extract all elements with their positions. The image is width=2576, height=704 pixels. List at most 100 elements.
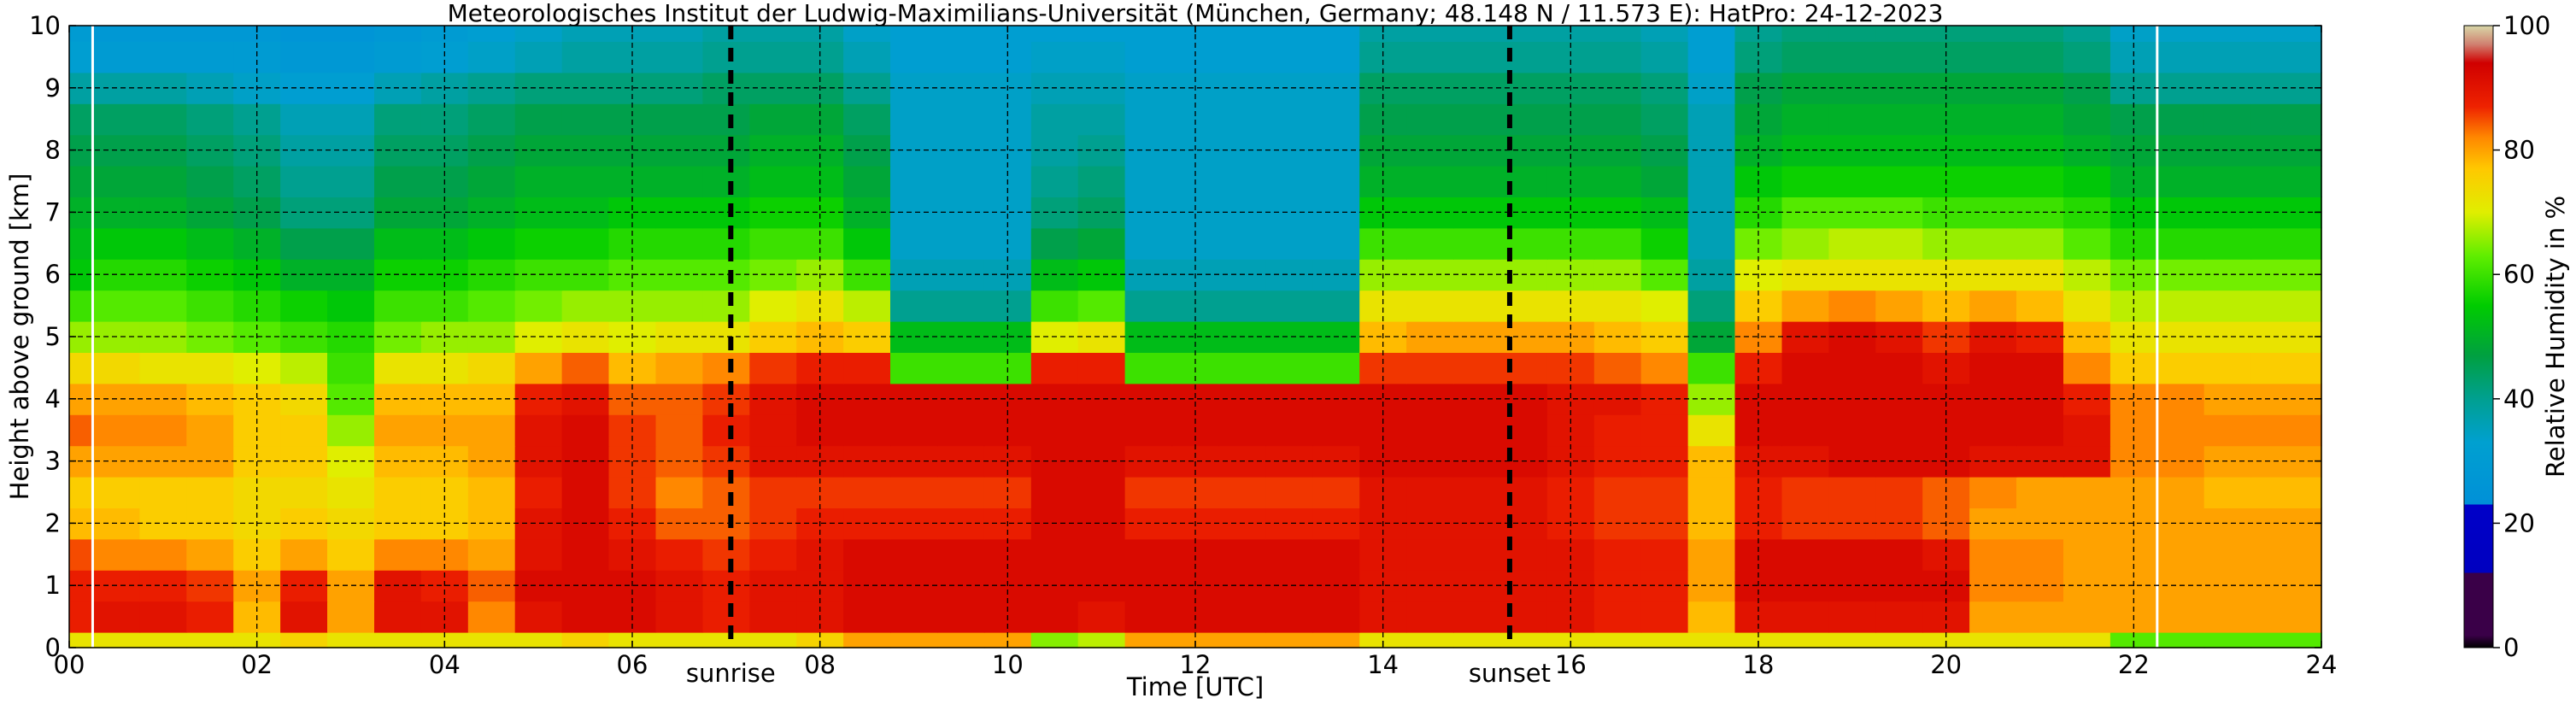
heatmap-cell xyxy=(1312,41,1360,73)
y-tick-label: 0 xyxy=(45,633,61,662)
heatmap-cell xyxy=(937,601,985,633)
heatmap-cell xyxy=(1828,601,1877,633)
heatmap-cell xyxy=(890,445,938,478)
heatmap-cell xyxy=(702,72,751,104)
heatmap-cell xyxy=(327,165,375,197)
event-markers: sunrise sunset xyxy=(686,26,1551,688)
heatmap-cell xyxy=(655,103,704,136)
heatmap-cell xyxy=(514,352,563,384)
heatmap-cell xyxy=(139,227,188,260)
heatmap-cell xyxy=(2063,165,2111,197)
heatmap-cell xyxy=(2016,134,2064,167)
heatmap-cell xyxy=(2156,165,2205,197)
heatmap-cell xyxy=(1265,103,1314,136)
heatmap-cell xyxy=(1453,103,1501,136)
heatmap-cell xyxy=(2297,165,2322,197)
colorbar-ticks: 0 20 40 60 80 100 xyxy=(2493,11,2550,662)
heatmap-cell xyxy=(890,26,938,42)
heatmap-cell xyxy=(1312,103,1360,136)
heatmap-cell xyxy=(1453,227,1501,260)
heatmap-cell xyxy=(2063,41,2111,73)
heatmap-cell xyxy=(1077,631,1126,648)
heatmap-cell xyxy=(2063,227,2111,260)
heatmap-cell xyxy=(1875,414,1923,447)
heatmap-cell xyxy=(2250,103,2299,136)
heatmap-cell xyxy=(1265,259,1314,291)
heatmap-cell xyxy=(1453,197,1501,229)
heatmap-cell xyxy=(1265,476,1314,508)
heatmap-cell xyxy=(1030,631,1079,648)
heatmap-cell xyxy=(749,103,797,136)
x-axis: 00 02 04 06 08 10 12 14 16 18 20 22 24 xyxy=(54,26,2337,679)
heatmap-cell xyxy=(2203,320,2252,353)
heatmap-cell xyxy=(1406,476,1454,508)
heatmap-cell xyxy=(561,290,610,322)
y-tick-label: 8 xyxy=(45,136,61,165)
heatmap-cell xyxy=(139,352,188,384)
heatmap-cell xyxy=(655,41,704,73)
heatmap-cell xyxy=(186,290,234,322)
heatmap-cell xyxy=(749,414,797,447)
heatmap-cell xyxy=(2250,290,2299,322)
heatmap-cell xyxy=(1218,476,1267,508)
y-axis-label: Height above ground [km] xyxy=(5,173,34,501)
heatmap-cell xyxy=(1640,227,1689,260)
heatmap-cell xyxy=(843,631,891,648)
heatmap-cell xyxy=(1406,290,1454,322)
heatmap-cell xyxy=(69,26,94,42)
heatmap-cell xyxy=(1124,227,1173,260)
heatmap-cell xyxy=(420,26,469,42)
heatmap-cell xyxy=(1969,352,2017,384)
heatmap-cell xyxy=(655,26,704,42)
colorbar-tick-label: 0 xyxy=(2503,633,2519,662)
heatmap-cell xyxy=(69,601,94,633)
heatmap-cell xyxy=(1265,383,1314,415)
x-tick-label: 00 xyxy=(54,650,85,679)
heatmap-cell xyxy=(69,290,94,322)
heatmap-cell xyxy=(467,538,516,571)
heatmap-cell xyxy=(1312,414,1360,447)
heatmap-cell xyxy=(1077,414,1126,447)
heatmap-cell xyxy=(280,227,328,260)
heatmap-cell xyxy=(655,352,704,384)
heatmap-cell xyxy=(796,631,844,648)
heatmap-cell xyxy=(1969,631,2017,648)
colorbar-tick-label: 60 xyxy=(2503,260,2535,289)
heatmap-cell xyxy=(1124,631,1173,648)
heatmap-cell xyxy=(1312,631,1360,648)
heatmap-cell xyxy=(139,538,188,571)
heatmap-cell xyxy=(1453,570,1501,602)
heatmap-cell xyxy=(1687,476,1736,508)
x-tick-label: 06 xyxy=(617,650,648,679)
heatmap-cell xyxy=(514,290,563,322)
heatmap-cell xyxy=(1734,26,1783,42)
heatmap-cell xyxy=(2156,601,2205,633)
heatmap-cell xyxy=(1077,26,1126,42)
heatmap-cell xyxy=(1969,227,2017,260)
heatmap-cell xyxy=(1218,631,1267,648)
heatmap-cell xyxy=(796,26,844,42)
heatmap-cell xyxy=(843,352,891,384)
heatmap-cell xyxy=(2297,227,2322,260)
heatmap-cell xyxy=(1687,290,1736,322)
heatmap-cell xyxy=(1453,26,1501,42)
heatmap-cell xyxy=(514,601,563,633)
heatmap-cell xyxy=(467,26,516,42)
heatmap-cell xyxy=(1453,445,1501,478)
grid-lines xyxy=(69,26,2321,648)
heatmap-cell xyxy=(1828,165,1877,197)
heatmap-cell xyxy=(1969,41,2017,73)
heatmap-cell xyxy=(890,290,938,322)
heatmap-cell xyxy=(2063,601,2111,633)
heatmap-cell xyxy=(1546,26,1595,42)
heatmap-cell xyxy=(1406,414,1454,447)
heatmap-cell xyxy=(1406,41,1454,73)
heatmap-cell xyxy=(186,26,234,42)
heatmap-cell xyxy=(749,476,797,508)
heatmap-cell xyxy=(69,352,94,384)
heatmap-cell xyxy=(1265,320,1314,353)
heatmap-cell xyxy=(702,383,751,415)
heatmap-cell xyxy=(843,476,891,508)
heatmap-cell xyxy=(1875,165,1923,197)
